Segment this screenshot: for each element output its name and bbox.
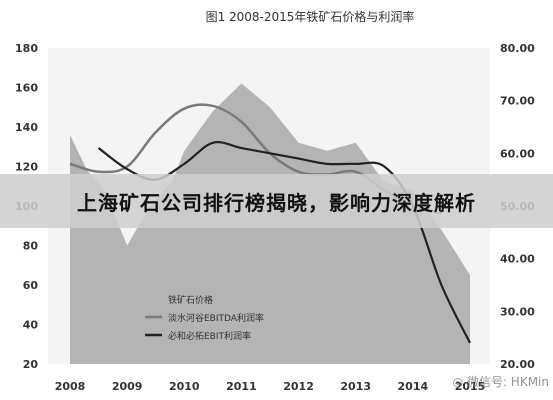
y-left-tick-label: 120	[15, 161, 38, 174]
y-left-tick-label: 160	[15, 82, 38, 95]
legend-label: 铁矿石价格	[168, 294, 213, 306]
headline-banner: 上海矿石公司排行榜揭晓，影响力深度解析	[0, 174, 553, 228]
y-left-tick-label: 40	[23, 319, 39, 332]
chart-title: 图1 2008-2015年铁矿石价格与利润率	[206, 9, 415, 24]
y-right-tick-label: 40.00	[500, 253, 535, 266]
legend-label: 必和必拓EBIT利润率	[168, 330, 251, 342]
x-tick-label: 2015	[455, 380, 486, 393]
y-right-tick-label: 30.00	[500, 305, 535, 318]
headline-text: 上海矿石公司排行榜揭晓，影响力深度解析	[77, 190, 476, 215]
y-left-tick-label: 80	[23, 240, 39, 253]
y-right-tick-label: 80.00	[500, 42, 535, 55]
x-tick-label: 2014	[398, 380, 429, 393]
y-left-tick-label: 180	[15, 42, 38, 55]
y-left-tick-label: 20	[23, 358, 39, 371]
legend-label: 淡水河谷EBITDA利润率	[168, 312, 264, 324]
x-tick-label: 2013	[340, 380, 371, 393]
x-tick-label: 2008	[55, 380, 86, 393]
y-right-tick-label: 20.00	[500, 358, 535, 371]
x-tick-label: 2012	[283, 380, 314, 393]
watermark: ◎ 微信号: HKMin	[453, 373, 549, 390]
x-tick-label: 2011	[226, 380, 257, 393]
x-tick-label: 2009	[112, 380, 143, 393]
y-right-tick-label: 60.00	[500, 147, 535, 160]
wechat-icon: ◎	[452, 375, 467, 389]
y-left-tick-label: 60	[23, 279, 39, 292]
y-left-tick-label: 140	[15, 121, 38, 134]
watermark-text: 微信号: HKMin	[466, 375, 549, 389]
y-right-tick-label: 70.00	[500, 95, 535, 108]
x-tick-label: 2010	[169, 380, 200, 393]
